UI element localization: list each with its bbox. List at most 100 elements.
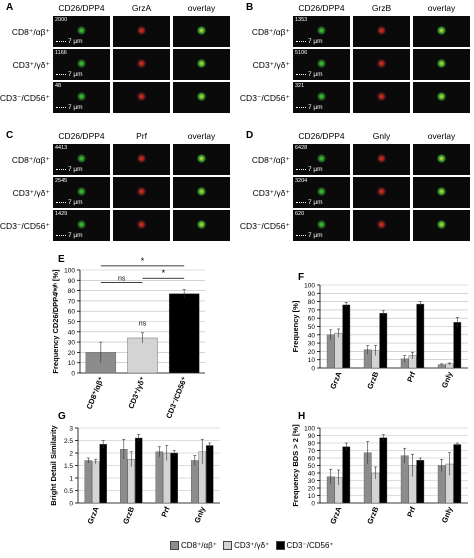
- panel-label: D: [246, 130, 254, 141]
- panel-label: B: [246, 2, 254, 13]
- bar: [168, 293, 200, 374]
- bar: [334, 332, 343, 369]
- scale-label: 7 µm: [308, 199, 323, 206]
- significance-label: ns: [118, 275, 126, 282]
- scale-bar: 7 µm: [56, 104, 83, 111]
- bar: [191, 460, 199, 504]
- micro-image: [413, 210, 470, 241]
- cell-signal: [137, 154, 146, 163]
- micro-image: 2000 7 µm: [53, 16, 110, 47]
- micro-image: [353, 16, 410, 47]
- event-number: 2545: [55, 178, 68, 184]
- micro-image: 2545 7 µm: [53, 177, 110, 208]
- chart-panel-label: H: [298, 411, 305, 422]
- legend-item: CD3⁺/γδ⁺: [223, 541, 269, 551]
- cell-signal: [77, 26, 86, 35]
- cell-signal: [437, 220, 446, 229]
- y-tick-label: 70: [68, 298, 76, 305]
- significance-label: *: [162, 268, 166, 278]
- scale-bar: 7 µm: [296, 232, 323, 239]
- y-tick-label: 0: [311, 366, 315, 373]
- scale-label: 7 µm: [68, 38, 83, 45]
- micro-image: [353, 49, 410, 80]
- cell-signal: [77, 187, 86, 196]
- row-label: CD8⁺/αβ⁺: [11, 27, 50, 37]
- bar: [416, 303, 425, 369]
- x-tick-label: GrzA: [328, 505, 343, 526]
- micro-image: 1429 7 µm: [53, 210, 110, 241]
- y-axis-label: Frequency BDS > 2 [%]: [291, 424, 300, 507]
- y-tick-label: 0: [71, 371, 75, 378]
- chart-panel-label: F: [298, 272, 304, 283]
- micro-image: 4413 7 µm: [53, 144, 110, 175]
- micro-image: 1166 7 µm: [53, 49, 110, 80]
- cell-signal: [77, 220, 86, 229]
- y-axis-label: Bright Detail Similarity: [49, 424, 58, 505]
- y-tick-label: 0: [311, 501, 315, 508]
- micro-panel-c: C CD26/DPP4 Prf overlay CD8⁺/αβ⁺ 4413 7 µm CD3⁺…: [0, 128, 234, 252]
- micro-image: [413, 144, 470, 175]
- scale-label: 7 µm: [68, 199, 83, 206]
- scale-bar: 7 µm: [56, 38, 83, 45]
- cell-signal: [197, 187, 206, 196]
- micro-image: 321 7 µm: [293, 82, 350, 113]
- event-number: 1166: [55, 50, 67, 56]
- bar: [91, 461, 100, 504]
- event-number: 4413: [55, 145, 68, 151]
- x-tick-label: CD3⁻/CD56⁺: [164, 375, 189, 419]
- x-tick-label: GrzA: [86, 505, 101, 526]
- bar: [99, 444, 107, 504]
- scale-bar: 7 µm: [56, 71, 83, 78]
- y-tick-label: 50: [308, 463, 316, 470]
- scale-bar: 7 µm: [56, 166, 83, 173]
- micro-image: [113, 82, 170, 113]
- bar: [453, 444, 462, 504]
- scale-bar: 7 µm: [296, 104, 323, 111]
- cell-signal: [437, 92, 446, 101]
- micro-image: [353, 177, 410, 208]
- micro-image: [353, 210, 410, 241]
- y-tick-label: 60: [68, 309, 76, 316]
- scale-label: 7 µm: [68, 104, 83, 111]
- significance-label: *: [141, 256, 145, 266]
- micro-image: [173, 16, 230, 47]
- y-tick-label: 2.5: [64, 438, 73, 445]
- x-tick-label: CD8⁺/αβ⁺: [85, 375, 106, 410]
- bar: [342, 446, 351, 504]
- col3-header: overlay: [187, 3, 216, 13]
- cell-signal: [137, 92, 146, 101]
- legend-swatch-3: [275, 541, 285, 551]
- micro-panel-a: A CD26/DPP4 GrzA overlay CD8⁺/αβ⁺ 2000 7 µm CD3…: [0, 0, 234, 124]
- x-tick-label: Prf: [159, 505, 171, 518]
- y-tick-label: 3: [69, 426, 73, 433]
- y-tick-label: 80: [308, 299, 316, 306]
- micro-image: [353, 144, 410, 175]
- micro-image: [173, 210, 230, 241]
- row-label: CD3⁺/γδ⁺: [12, 60, 50, 70]
- panel-label: C: [6, 130, 14, 141]
- cell-signal: [437, 187, 446, 196]
- x-tick-label: CD3⁺/γδ⁺: [126, 375, 147, 410]
- y-tick-label: 60: [308, 316, 316, 323]
- scale-bar: 7 µm: [296, 71, 323, 78]
- row-label: CD3⁻/CD56⁺: [239, 93, 290, 103]
- cell-signal: [137, 26, 146, 35]
- legend-item: CD8⁺/αβ⁺: [170, 541, 217, 551]
- y-tick-label: 30: [308, 341, 316, 348]
- micro-panel-b: B CD26/DPP4 GrzB overlay CD8⁺/αβ⁺ 1353 7 µm CD3…: [240, 0, 474, 124]
- y-tick-label: 40: [308, 471, 316, 478]
- legend-text: CD8⁺/αβ⁺: [181, 541, 217, 550]
- bar: [205, 445, 214, 504]
- x-tick-label: Gnly: [440, 505, 455, 525]
- scale-bar: 7 µm: [56, 199, 83, 206]
- y-axis-label: Frequency [%]: [291, 300, 300, 352]
- y-tick-label: 90: [68, 278, 76, 285]
- cell-signal: [137, 220, 146, 229]
- cell-signal: [377, 26, 386, 35]
- micro-image: 620 7 µm: [293, 210, 350, 241]
- scale-label: 7 µm: [308, 232, 323, 239]
- micro-image: 6428 7 µm: [293, 144, 350, 175]
- y-tick-label: 10: [68, 360, 76, 367]
- scale-bar: 7 µm: [296, 199, 323, 206]
